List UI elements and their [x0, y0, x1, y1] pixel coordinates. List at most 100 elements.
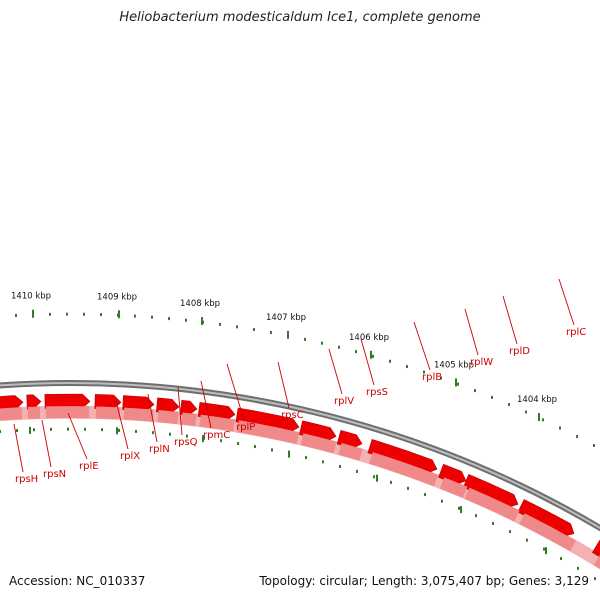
scale-tick — [168, 317, 170, 321]
gene-leader-line — [13, 423, 24, 473]
gene-track-segment — [439, 477, 468, 498]
lower-tick — [509, 530, 511, 534]
scale-tick — [406, 365, 408, 369]
scale-label: 1404 kbp — [517, 395, 557, 405]
lower-tick — [220, 439, 222, 443]
gene-arrow — [179, 399, 198, 416]
gene-leader-line — [558, 278, 575, 326]
gene-track-segment — [123, 407, 154, 422]
backbone-highlight — [0, 382, 600, 530]
scale-tick — [236, 325, 238, 329]
scale-tick — [219, 322, 221, 326]
gene-label-rplV: rplV — [334, 396, 354, 407]
lower-tick — [441, 499, 443, 503]
gene-label-rplX: rplX — [120, 451, 140, 462]
scale-label: 1409 kbp — [97, 292, 137, 302]
lower-tick — [560, 557, 562, 561]
scale-label: 1407 kbp — [266, 313, 306, 323]
gene-track-segment — [181, 412, 197, 427]
lower-major-tick — [460, 506, 462, 514]
gene-label-rpsN: rpsN — [43, 469, 66, 480]
scale-tick — [253, 328, 255, 332]
lower-tick — [424, 493, 426, 497]
lower-tick — [339, 464, 341, 468]
scale-major-tick — [538, 412, 540, 421]
gene-leader-line — [147, 393, 158, 443]
scale-tick — [508, 403, 510, 407]
accession-text: Accession: NC_010337 — [9, 574, 146, 588]
gene-label-rpsQ: rpsQ — [174, 437, 198, 448]
scale-tick — [185, 318, 187, 322]
lower-tick — [577, 566, 579, 570]
scale-tick — [559, 426, 561, 430]
scale-label: 1408 kbp — [180, 299, 220, 309]
scale-tick — [474, 389, 476, 393]
gene-track-segment — [237, 420, 300, 445]
scale-label: 1406 kbp — [349, 333, 389, 343]
scale-tick — [593, 443, 595, 447]
gene-label-rpsC: rpsC — [281, 410, 304, 421]
gene-track-segment — [338, 443, 363, 461]
gene-track-segment — [464, 487, 520, 522]
lower-tick — [492, 521, 494, 525]
scale-tick — [134, 314, 136, 318]
gene-labels: rplC rplD rplW rplB rpsS rplV rpsC rplP rpmC rpsQ… — [13, 278, 586, 485]
lower-tick — [50, 427, 52, 431]
lower-major-tick — [376, 474, 378, 482]
lower-major-tick — [202, 435, 204, 443]
lower-major-tick — [545, 547, 547, 555]
scale-major-tick — [201, 317, 203, 326]
backbone — [0, 380, 600, 532]
scale-tick — [304, 337, 306, 341]
gene-leader-line — [328, 348, 343, 395]
lower-tick — [135, 429, 137, 433]
scale-tick — [66, 312, 68, 316]
scale-major-tick — [118, 310, 120, 319]
lower-tick — [458, 506, 460, 510]
gene-label-rplE: rplE — [79, 461, 99, 472]
gene-track-segment — [95, 406, 121, 420]
scale-tick — [372, 354, 374, 358]
lower-tick — [356, 469, 358, 473]
scale-major-tick — [370, 350, 372, 359]
scale-tick — [576, 435, 578, 439]
gene-leader-line — [413, 321, 431, 371]
gene-track-segment — [300, 433, 337, 454]
scale-label: 1410 kbp — [11, 292, 51, 302]
gene-leader-line — [277, 361, 290, 409]
lower-ticks — [0, 426, 596, 581]
gene-label-rpsS: rpsS — [366, 387, 388, 398]
gene-label-rplC: rplC — [566, 327, 586, 338]
gene-track-segment — [369, 452, 439, 487]
lower-tick — [16, 429, 18, 433]
scale-tick — [525, 410, 527, 414]
scale-tick — [321, 341, 323, 345]
lower-tick — [526, 538, 528, 542]
gene-label-rpmC: rpmC — [203, 430, 230, 441]
gene-track-segment — [157, 410, 179, 424]
scale-tick — [355, 350, 357, 354]
gene-track-segment — [199, 414, 235, 432]
lower-tick — [390, 480, 392, 484]
genome-summary: Topology: circular; Length: 3,075,407 bp… — [259, 574, 589, 588]
scale-label: 1405 kbp — [434, 360, 474, 370]
gene-leader-line — [360, 338, 375, 386]
gene-track-segment — [0, 407, 23, 421]
scale-major-tick — [287, 330, 289, 339]
gene-leader-line — [502, 295, 518, 345]
scale-tick — [389, 359, 391, 363]
gene-label-rpsH: rpsH — [15, 474, 38, 485]
gene-label-rplP: rplP — [236, 422, 255, 433]
gene-track — [0, 393, 600, 570]
scale-tick — [49, 312, 51, 316]
lower-tick — [0, 430, 2, 434]
gene-arrow — [517, 499, 575, 537]
lower-tick — [237, 441, 239, 445]
gene-label-rplW: rplW — [470, 357, 493, 368]
lower-tick — [475, 514, 477, 518]
scale-tick — [270, 331, 272, 335]
scale-tick — [542, 418, 544, 422]
lower-tick — [152, 431, 154, 435]
gene-label-rplD: rplD — [509, 346, 530, 357]
